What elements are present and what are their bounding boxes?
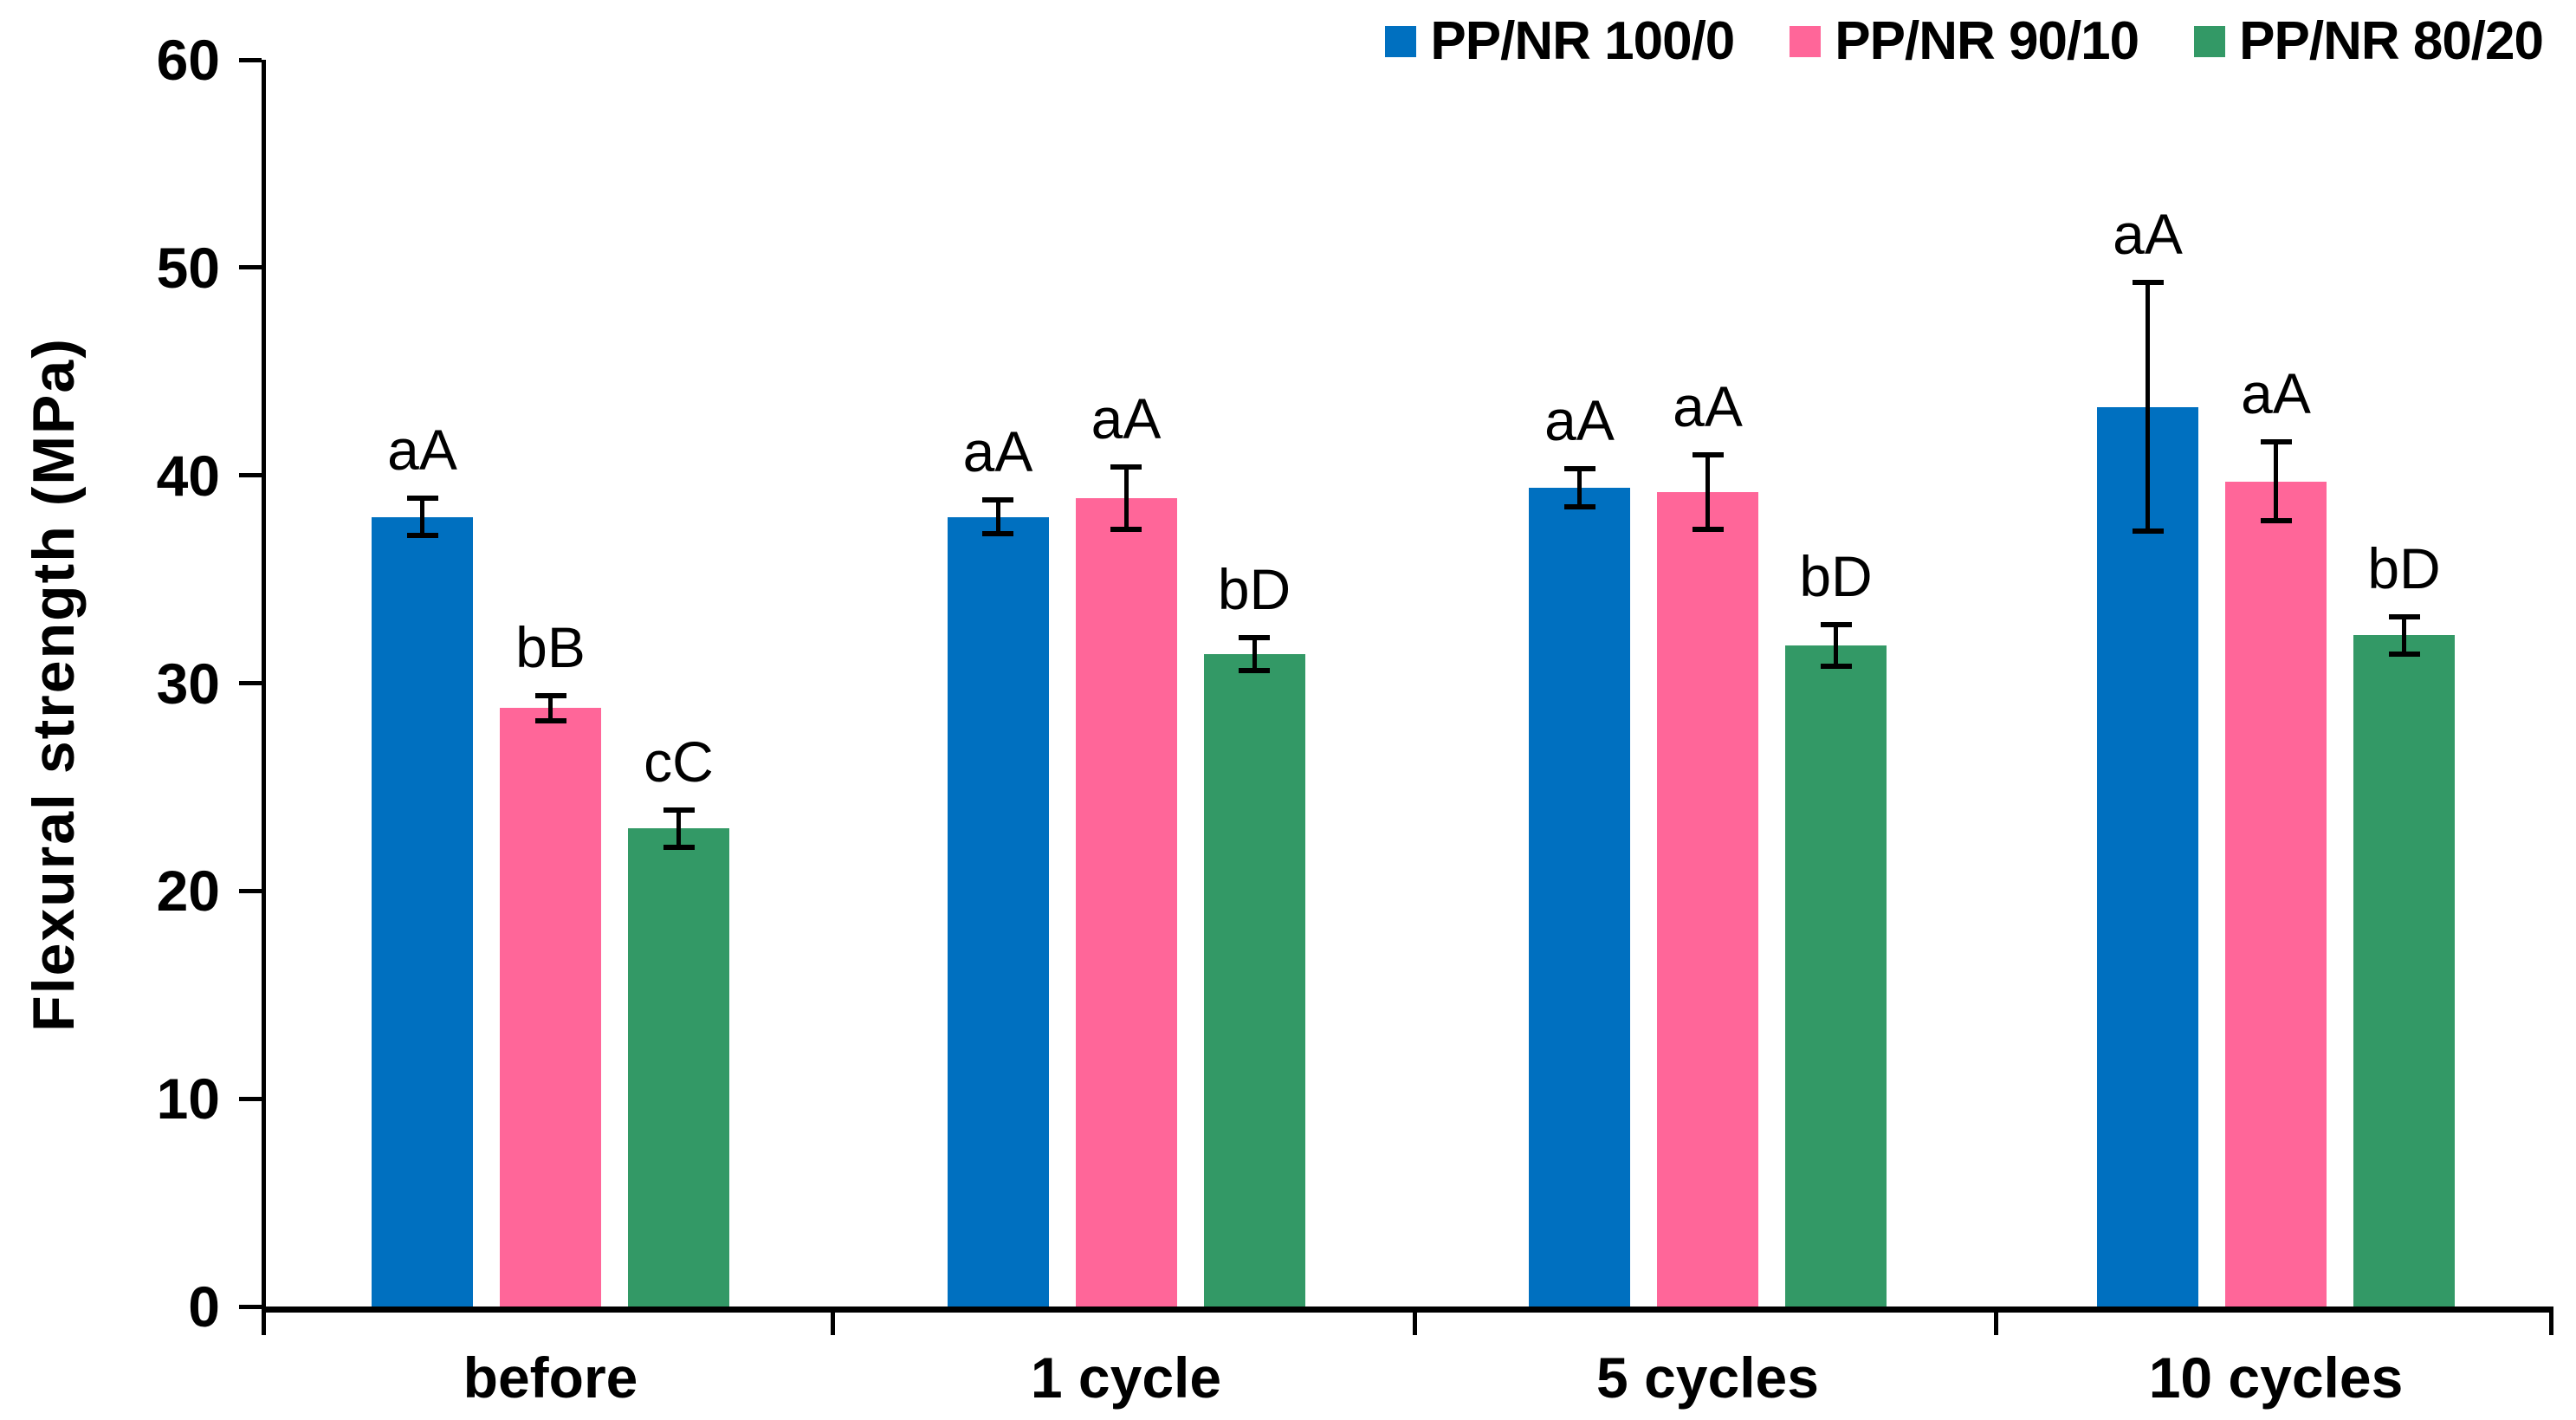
error-bar-cap-bottom [2260, 518, 2292, 524]
error-bar [1252, 637, 1257, 671]
significance-label: cC [644, 729, 714, 794]
significance-label: aA [1091, 386, 1162, 451]
error-bar-cap-bottom [1692, 527, 1724, 533]
error-bar-cap-bottom [663, 844, 695, 850]
legend-item: PP/NR 80/20 [2194, 10, 2544, 72]
x-tick-mark [262, 1313, 266, 1335]
legend-label: PP/NR 80/20 [2239, 11, 2544, 71]
error-bar [1577, 469, 1582, 507]
error-bar-cap-bottom [982, 530, 1013, 536]
bar [1075, 498, 1177, 1307]
error-bar-cap-bottom [1110, 527, 1142, 533]
error-bar-cap-bottom [2132, 528, 2164, 535]
error-bar-cap-top [982, 497, 1013, 503]
significance-label: bD [1799, 544, 1873, 609]
bar [1657, 491, 1758, 1307]
x-tick-mark [831, 1313, 835, 1335]
significance-label: bD [1217, 556, 1291, 621]
x-category-label: 1 cycle [1030, 1345, 1222, 1410]
y-tick-mark [239, 888, 262, 893]
significance-label: aA [2113, 201, 2183, 266]
error-bar-cap-top [1239, 634, 1270, 640]
error-bar [1123, 467, 1129, 529]
y-tick-mark [239, 681, 262, 685]
significance-label: bD [2367, 535, 2441, 600]
y-axis-title: Flexural strength (MPa) [21, 337, 87, 1032]
error-bar-cap-bottom [1239, 668, 1270, 674]
y-axis-line [262, 60, 266, 1313]
legend-label: PP/NR 90/10 [1835, 11, 2139, 71]
error-bar-cap-bottom [406, 533, 438, 539]
x-axis-line [262, 1307, 2553, 1313]
y-tick-label: 10 [156, 1067, 220, 1131]
error-bar [548, 695, 553, 721]
legend-item: PP/NR 90/10 [1790, 10, 2139, 72]
bar [1785, 645, 1887, 1307]
x-category-label: 10 cycles [2148, 1345, 2404, 1410]
error-bar [2146, 282, 2150, 532]
y-tick-label: 30 [156, 651, 220, 716]
x-category-label: before [463, 1345, 638, 1410]
bar [1529, 488, 1630, 1307]
legend-item: PP/NR 100/0 [1385, 10, 1735, 72]
y-tick-label: 50 [156, 235, 220, 300]
y-tick-mark [239, 473, 262, 478]
error-bar-cap-top [1110, 464, 1142, 470]
y-tick-label: 0 [188, 1274, 220, 1339]
legend: PP/NR 100/0 PP/NR 90/10 PP/NR 80/20 [1385, 10, 2544, 72]
y-tick-label: 40 [156, 443, 220, 508]
x-tick-mark [1994, 1313, 1998, 1335]
error-bar-cap-top [1820, 622, 1852, 628]
x-tick-mark [1413, 1313, 1417, 1335]
significance-label: bB [515, 614, 586, 679]
legend-swatch-icon [1385, 25, 1417, 57]
error-bar [1834, 625, 1838, 667]
bar [628, 828, 729, 1307]
error-bar-cap-bottom [534, 717, 566, 723]
y-tick-mark [239, 1096, 262, 1101]
error-bar-cap-top [2132, 279, 2164, 285]
error-bar [995, 500, 1000, 534]
error-bar [1705, 454, 1710, 529]
error-bar-cap-top [406, 496, 438, 502]
significance-label: aA [387, 418, 457, 483]
y-tick-label: 20 [156, 859, 220, 924]
x-tick-mark [2549, 1313, 2553, 1335]
bar [947, 516, 1049, 1307]
bar [2097, 406, 2198, 1307]
y-tick-mark [239, 57, 262, 62]
error-bar-cap-top [534, 692, 566, 698]
bar [500, 708, 601, 1307]
y-tick-label: 60 [156, 28, 220, 92]
significance-label: aA [2241, 361, 2311, 426]
x-category-label: 5 cycles [1596, 1345, 1819, 1410]
error-bar-cap-top [2388, 613, 2420, 619]
bar [372, 516, 473, 1307]
significance-label: aA [962, 419, 1033, 484]
legend-swatch-icon [1790, 25, 1822, 57]
legend-swatch-icon [2194, 25, 2226, 57]
error-bar-cap-top [1692, 451, 1724, 457]
bar [2225, 481, 2327, 1307]
error-bar-cap-top [2260, 439, 2292, 445]
error-bar [2274, 442, 2278, 522]
error-bar [2402, 616, 2406, 654]
bar [1203, 653, 1305, 1307]
error-bar-cap-bottom [1563, 503, 1595, 509]
error-bar-cap-bottom [2388, 651, 2420, 657]
error-bar-cap-top [1563, 466, 1595, 472]
y-tick-mark [239, 265, 262, 270]
bar [2353, 635, 2455, 1307]
significance-label: aA [1544, 388, 1615, 453]
error-bar-cap-top [663, 807, 695, 813]
error-bar [420, 498, 424, 536]
legend-label: PP/NR 100/0 [1430, 11, 1735, 71]
error-bar-cap-bottom [1820, 664, 1852, 670]
significance-label: aA [1673, 373, 1743, 438]
error-bar [676, 809, 681, 847]
y-tick-mark [239, 1304, 262, 1309]
